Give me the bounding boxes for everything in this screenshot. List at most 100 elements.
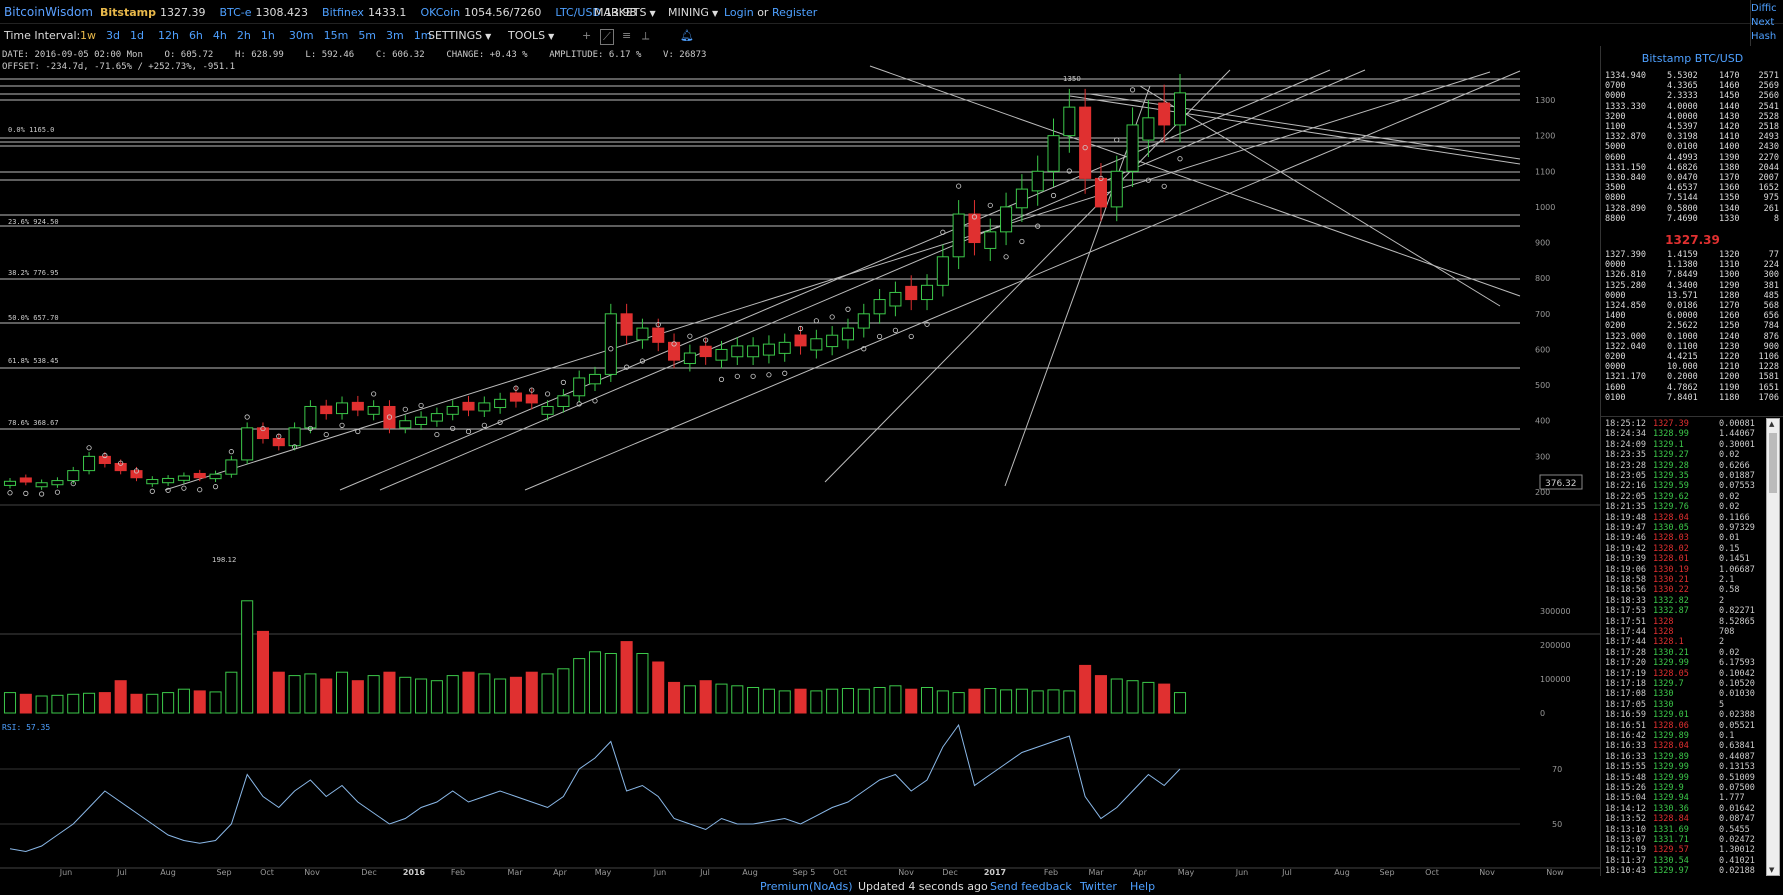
- candle-body: [762, 343, 775, 356]
- ticker-0[interactable]: Bitstamp 1327.39: [100, 6, 205, 19]
- trade-row: 18:19:46 1328.03 0.01: [1601, 533, 1771, 543]
- order-book-row: 1334.940 5.5302 1470 2571: [1601, 71, 1783, 81]
- candle-body: [225, 459, 238, 475]
- site-logo[interactable]: BitcoinWisdom: [4, 5, 93, 19]
- order-book-row: 1327.390 1.4159 1320 77: [1601, 250, 1783, 260]
- ticker-4[interactable]: LTC/USD 13.98: [555, 6, 636, 19]
- crosshair-icon[interactable]: +: [582, 29, 592, 42]
- fan-icon[interactable]: ⟂: [642, 29, 650, 42]
- interval-1m[interactable]: 1m: [413, 29, 432, 42]
- scroll-down-icon[interactable]: ▼: [1769, 866, 1775, 874]
- sar-dot: [339, 422, 345, 428]
- help-link[interactable]: Help: [1130, 880, 1156, 893]
- trade-time: 18:15:04: [1605, 793, 1646, 804]
- trade-row: 18:22:16 1329.59 0.07553: [1601, 481, 1771, 491]
- order-book-cell: 1327.390: [1605, 250, 1646, 260]
- trades-scrollbar[interactable]: ▲ ▼: [1766, 418, 1780, 876]
- price-marker: [1539, 474, 1583, 490]
- trade-row: 18:18:33 1332.82 2: [1601, 596, 1771, 606]
- scroll-thumb[interactable]: [1769, 433, 1777, 493]
- order-book-cell: 2.5622: [1667, 321, 1698, 332]
- sar-dot: [608, 346, 614, 352]
- candle-body: [1031, 170, 1044, 192]
- interval-4h[interactable]: 4h: [212, 29, 227, 42]
- order-book-cell: 1331.150: [1605, 162, 1646, 173]
- trade-time: 18:22:16: [1605, 481, 1646, 492]
- interval-1d[interactable]: 1d: [129, 29, 144, 42]
- interval-12h[interactable]: 12h: [157, 29, 179, 42]
- sar-dot: [782, 370, 788, 376]
- interval-3m[interactable]: 3m: [386, 29, 404, 42]
- sar-dot: [118, 460, 124, 466]
- feedback-link[interactable]: Send feedback: [990, 880, 1072, 893]
- volume-bar: [146, 693, 159, 714]
- trade-amount: 2.1: [1719, 575, 1735, 585]
- twitter-link[interactable]: Twitter: [1080, 880, 1117, 893]
- price-tick-label: 1200: [1535, 132, 1555, 141]
- tools-menu[interactable]: TOOLS ▼: [508, 29, 554, 42]
- sar-dot: [908, 333, 914, 340]
- volume-bar: [193, 690, 206, 714]
- mining-menu[interactable]: MINING ▼: [668, 6, 718, 19]
- order-book-row: 0000 10.000 1210 1228: [1601, 362, 1783, 372]
- price-tick-label: 800: [1535, 274, 1550, 283]
- trade-time: 18:16:51: [1605, 720, 1646, 731]
- trade-row: 18:11:37 1330.54 0.41021: [1601, 856, 1771, 866]
- sar-dot: [70, 480, 76, 487]
- order-book-row: 0100 7.8401 1180 1706: [1601, 393, 1783, 403]
- trade-row: 18:17:19 1328.05 0.10042: [1601, 669, 1771, 679]
- trade-price: 1330.05: [1653, 523, 1689, 533]
- ticker-2[interactable]: Bitfinex 1433.1: [322, 6, 406, 19]
- trade-price: 1329.94: [1653, 793, 1689, 804]
- premium-link[interactable]: Premium(NoAds): [760, 880, 853, 893]
- order-book-cell: 0.2000: [1667, 372, 1698, 383]
- register-link[interactable]: Register: [771, 6, 818, 19]
- settings-menu[interactable]: SETTINGS ▼: [428, 29, 491, 42]
- right-links-panel: Diffic Next Hash: [1750, 0, 1783, 46]
- trade-price: 1330.54: [1653, 855, 1689, 866]
- order-book-cell: 2044: [1758, 162, 1779, 173]
- sar-dot: [260, 425, 266, 432]
- ticker-3[interactable]: OKCoin 1054.56/7260: [420, 6, 541, 19]
- order-book-cell: 1400: [1605, 311, 1626, 322]
- trade-row: 18:13:10 1331.69 0.5455: [1601, 825, 1771, 835]
- interval-2h[interactable]: 2h: [236, 29, 251, 42]
- candle-body: [1110, 170, 1123, 208]
- candle-body: [889, 291, 902, 307]
- difficulty-link[interactable]: Diffic: [1751, 3, 1777, 14]
- trade-amount: 2: [1719, 637, 1725, 648]
- trade-amount: 0.13153: [1719, 762, 1755, 773]
- trade-row: 18:17:18 1329.7 0.10520: [1601, 679, 1771, 689]
- order-book-cell: 0600: [1605, 152, 1626, 163]
- interval-6h[interactable]: 6h: [188, 29, 203, 42]
- trade-amount: 0.97329: [1719, 523, 1755, 533]
- interval-1w[interactable]: 1w: [80, 29, 96, 42]
- interval-30m[interactable]: 30m: [288, 29, 314, 42]
- horizontal-lines-icon[interactable]: ≡: [622, 29, 632, 42]
- scroll-up-icon[interactable]: ▲: [1769, 420, 1775, 428]
- trade-time: 18:24:34: [1605, 429, 1646, 440]
- price-chart[interactable]: 0.0% 1165.0 23.6% 924.50 38.2% 776.95 50.0%…: [0, 46, 1600, 878]
- interval-5m[interactable]: 5m: [358, 29, 377, 42]
- next-link[interactable]: Next: [1751, 17, 1775, 28]
- ticker-1[interactable]: BTC-e 1308.423: [219, 6, 308, 19]
- order-book-cell: 2571: [1758, 71, 1779, 81]
- order-book-cell: 1200: [1719, 372, 1740, 383]
- candle-body: [810, 338, 823, 351]
- interval-1h[interactable]: 1h: [260, 29, 275, 42]
- bell-icon[interactable]: 🔔︎: [680, 29, 694, 42]
- trade-price: 1329.01: [1653, 710, 1689, 721]
- order-book-cell: 1333.330: [1605, 101, 1646, 112]
- hash-link[interactable]: Hash: [1751, 31, 1777, 42]
- markets-menu[interactable]: MARKETS ▼: [594, 6, 656, 19]
- trade-price: 1329.89: [1653, 731, 1689, 741]
- volume-bar: [67, 693, 80, 714]
- trendline-icon[interactable]: ⟋: [600, 29, 614, 45]
- trade-amount: 0.44087: [1719, 751, 1755, 762]
- candle-body: [320, 405, 333, 415]
- interval-15m[interactable]: 15m: [323, 29, 349, 42]
- order-book-cell: 77: [1768, 250, 1779, 260]
- interval-3d[interactable]: 3d: [106, 29, 120, 42]
- login-link[interactable]: Login: [724, 6, 754, 19]
- order-book-cell: 2270: [1758, 152, 1779, 163]
